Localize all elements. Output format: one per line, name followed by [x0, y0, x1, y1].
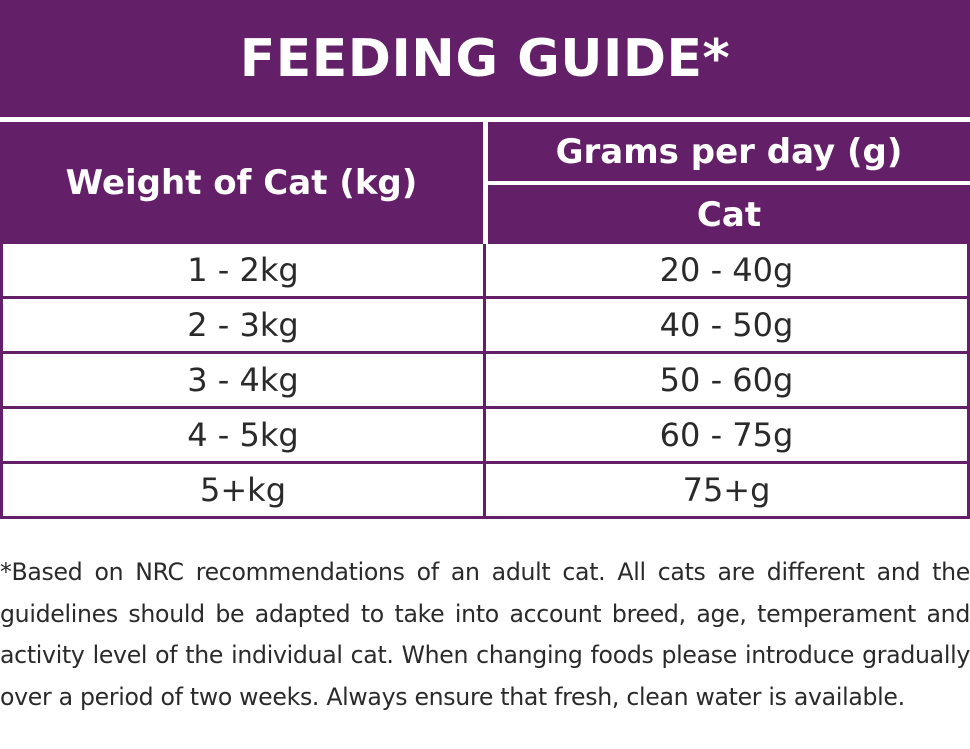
header-grams-per-day: Grams per day (g)	[488, 122, 970, 181]
weight-cell: 5+kg	[0, 464, 486, 519]
footnote-text: *Based on NRC recommendations of an adul…	[0, 558, 970, 711]
weight-cell: 1 - 2kg	[0, 244, 486, 299]
grams-cell: 60 - 75g	[486, 409, 970, 464]
grams-cell: 75+g	[486, 464, 970, 519]
grams-cell: 40 - 50g	[486, 299, 970, 354]
header-cat: Cat	[488, 185, 970, 244]
table-row: 3 - 4kg 50 - 60g	[0, 354, 970, 409]
table-row: 5+kg 75+g	[0, 464, 970, 519]
title-divider	[0, 117, 970, 122]
weight-cell: 3 - 4kg	[0, 354, 486, 409]
grams-cell: 50 - 60g	[486, 354, 970, 409]
feeding-table-body: 1 - 2kg 20 - 40g 2 - 3kg 40 - 50g 3 - 4k…	[0, 244, 970, 519]
grams-cell: 20 - 40g	[486, 244, 970, 299]
weight-cell: 4 - 5kg	[0, 409, 486, 464]
table-row: 2 - 3kg 40 - 50g	[0, 299, 970, 354]
weight-cell: 2 - 3kg	[0, 299, 486, 354]
table-row: 4 - 5kg 60 - 75g	[0, 409, 970, 464]
table-row: 1 - 2kg 20 - 40g	[0, 244, 970, 299]
header-weight-of-cat: Weight of Cat (kg)	[0, 122, 483, 244]
feeding-guide-title: FEEDING GUIDE*	[0, 0, 970, 117]
